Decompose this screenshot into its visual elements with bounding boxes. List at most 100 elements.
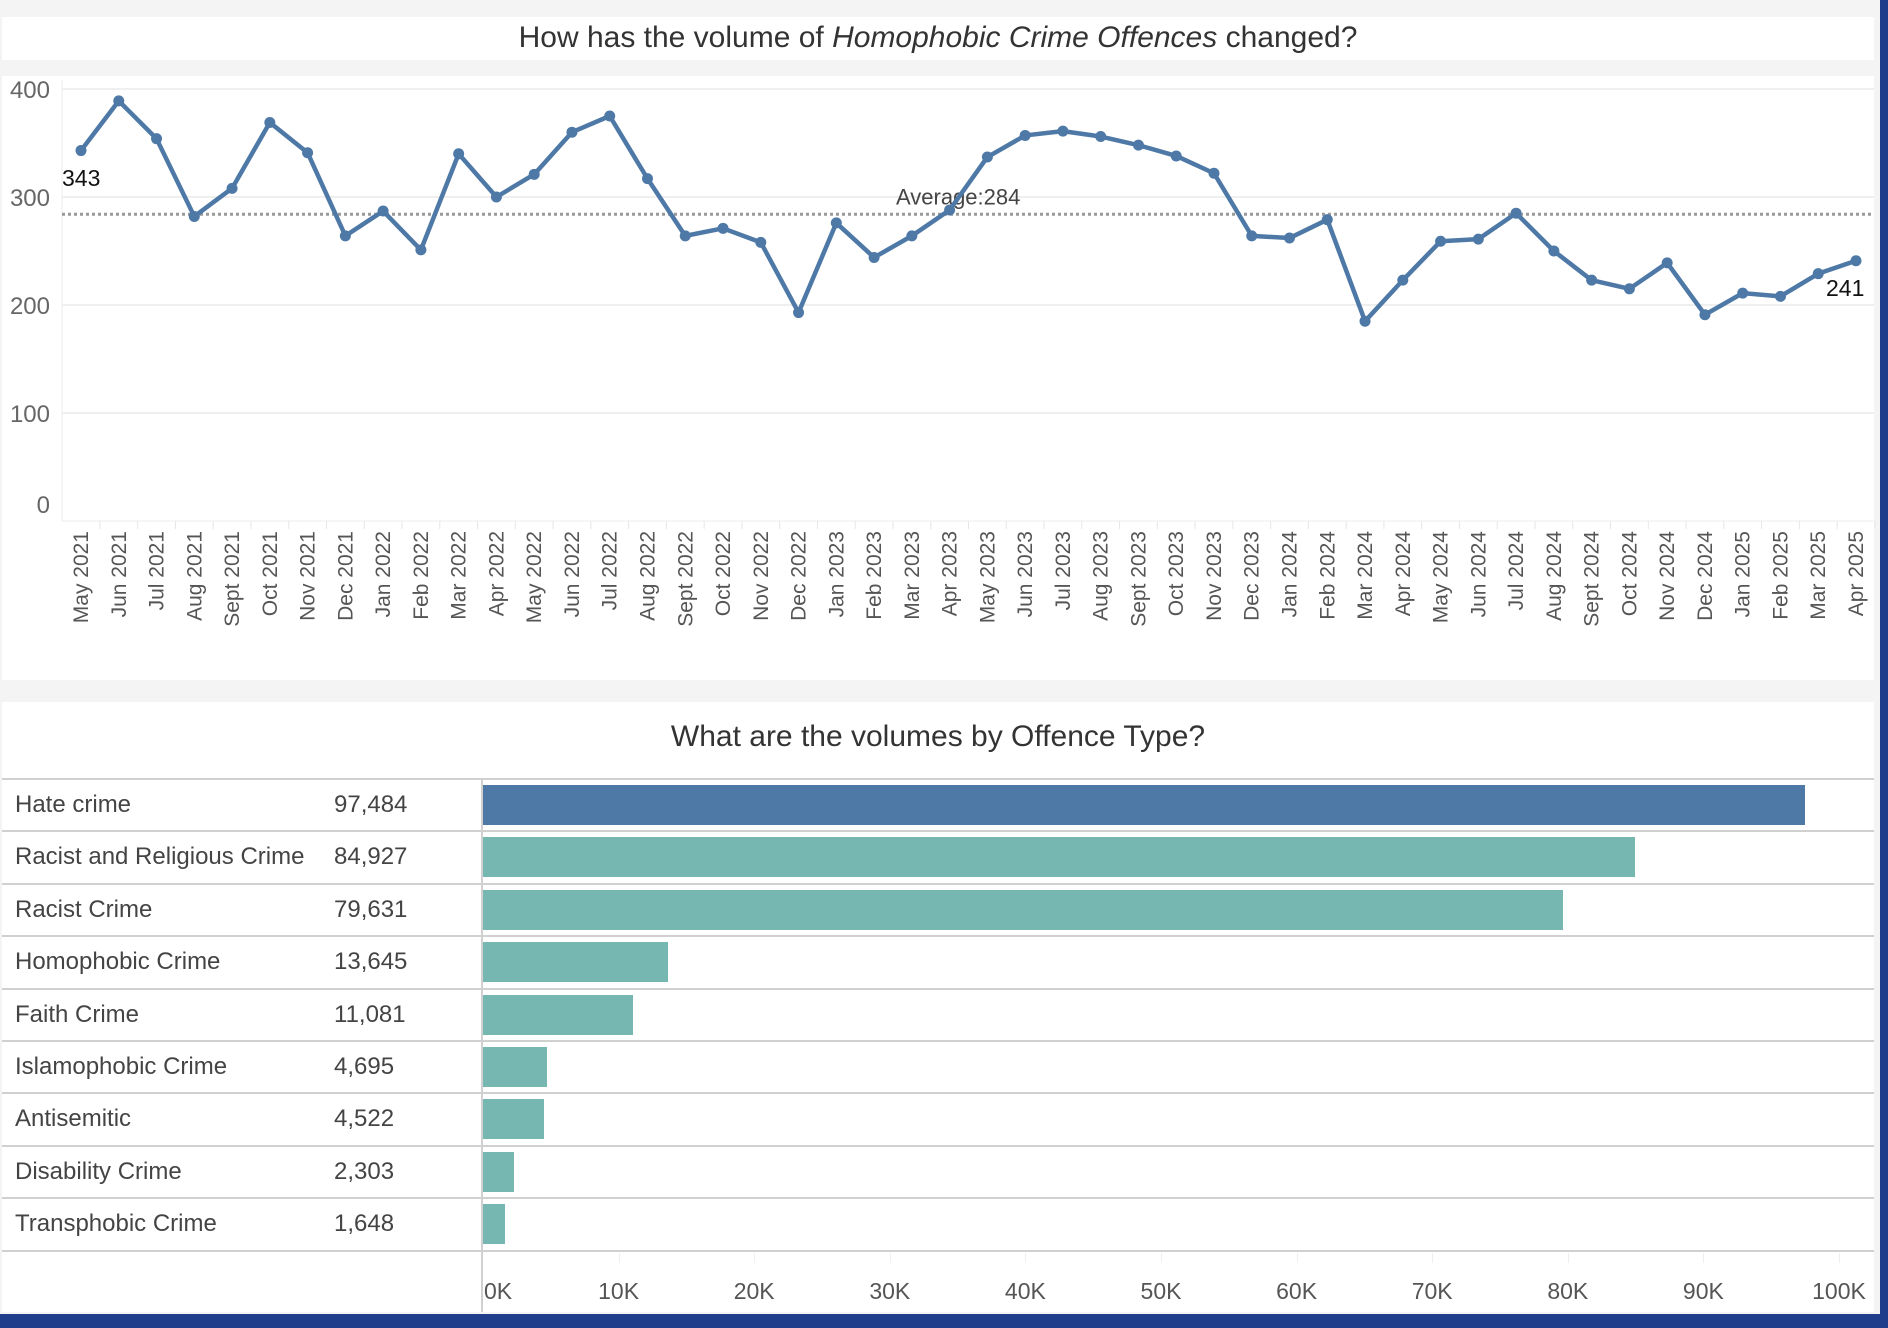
x-tick-label: 80K: [1547, 1278, 1589, 1304]
x-tick-label: Jun 2021: [108, 531, 131, 617]
x-tick-label: Jan 2025: [1732, 531, 1755, 617]
data-point: [1472, 233, 1484, 245]
data-point: [453, 148, 465, 160]
x-tick-label: Apr 2022: [485, 531, 508, 616]
x-tick-label: Oct 2023: [1165, 531, 1188, 616]
x-tick-mark: [1839, 1252, 1840, 1263]
x-tick-label: Nov 2023: [1203, 531, 1226, 621]
y-tick-label: 300: [10, 185, 50, 212]
line-chart-title-panel: How has the volume of Homophobic Crime O…: [2, 17, 1874, 60]
data-point: [75, 145, 87, 157]
data-point: [1208, 167, 1220, 179]
data-point: [981, 151, 993, 163]
data-point: [717, 222, 729, 234]
row-value: 2,303: [334, 1157, 395, 1185]
x-tick-label: Mar 2025: [1807, 531, 1830, 620]
row-separator: [2, 1249, 1874, 1252]
title-emphasis: Homophobic Crime Offences: [832, 21, 1218, 54]
x-tick-label: 90K: [1682, 1278, 1724, 1304]
data-point: [1586, 274, 1598, 286]
row-separator: [2, 1144, 1874, 1147]
row-value: 1,648: [334, 1210, 395, 1238]
row-separator: [2, 882, 1874, 885]
x-tick-label: Jun 2023: [1014, 531, 1037, 617]
data-point: [1510, 207, 1522, 219]
x-tick-label: Jul 2022: [599, 531, 622, 610]
x-tick-label: Sept 2024: [1581, 531, 1604, 627]
x-tick-label: Aug 2021: [183, 531, 206, 621]
x-tick-label: Jul 2021: [146, 531, 169, 610]
row-label: Antisemitic: [15, 1105, 132, 1133]
bar-chart-title: What are the volumes by Offence Type?: [670, 720, 1206, 753]
row-separator: [2, 935, 1874, 938]
data-point: [1435, 235, 1447, 247]
bar: [483, 1204, 506, 1245]
x-tick-label: 0K: [484, 1278, 513, 1304]
data-point: [641, 173, 653, 185]
data-point: [113, 95, 125, 107]
data-point: [944, 204, 956, 216]
x-tick-label: May 2023: [976, 531, 999, 623]
x-tick-label: Jun 2024: [1467, 531, 1490, 618]
row-separator: [2, 778, 1874, 780]
data-point: [1057, 125, 1069, 137]
data-point: [188, 210, 200, 222]
row-label: Disability Crime: [15, 1157, 182, 1185]
bar: [483, 785, 1805, 825]
x-tick-mark: [1296, 1252, 1298, 1263]
data-point: [1095, 131, 1107, 143]
x-tick-label: Mar 2024: [1354, 531, 1377, 620]
data-point: [830, 217, 842, 229]
bar: [483, 889, 1563, 930]
x-tick-label: Sept 2023: [1127, 531, 1150, 627]
line-chart-title: How has the volume of Homophobic Crime O…: [2, 21, 1874, 55]
x-tick-label: Mar 2023: [901, 531, 924, 620]
x-tick-label: Nov 2021: [297, 531, 320, 621]
row-label: Racist Crime: [15, 895, 153, 923]
x-tick-mark: [1161, 1252, 1162, 1263]
data-point: [1019, 129, 1031, 141]
last-value-label: 241: [1826, 275, 1864, 301]
x-tick-label: Aug 2022: [636, 531, 659, 621]
bar: [483, 994, 634, 1035]
data-point: [906, 230, 918, 242]
row-label: Islamophobic Crime: [15, 1053, 228, 1080]
row-value: 84,927: [334, 843, 408, 871]
bar: [483, 942, 669, 983]
x-tick-mark: [1703, 1252, 1705, 1263]
data-point: [339, 230, 351, 242]
frame-border-bottom: [0, 1314, 1888, 1328]
row-value: 97,484: [334, 791, 408, 818]
x-tick-label: 60K: [1276, 1278, 1318, 1304]
x-tick-label: Oct 2021: [259, 531, 282, 616]
x-tick-mark: [1567, 1252, 1569, 1263]
data-point: [528, 168, 540, 180]
data-point: [679, 230, 691, 242]
x-tick-label: Jan 2023: [825, 531, 848, 617]
bar: [483, 1151, 515, 1192]
x-tick-label: 10K: [598, 1278, 640, 1304]
x-tick-label: Nov 2022: [750, 531, 773, 621]
frame-border: [1880, 0, 1888, 1328]
x-tick-label: 50K: [1140, 1278, 1182, 1304]
x-tick-label: 40K: [1004, 1278, 1046, 1304]
row-label: Transphobic Crime: [15, 1210, 217, 1238]
y-tick-label: 0: [37, 492, 50, 519]
x-tick-mark: [618, 1252, 620, 1263]
x-tick-label: Feb 2023: [863, 531, 886, 620]
x-tick-label: May 2022: [523, 531, 546, 623]
x-tick-label: Mar 2022: [448, 531, 471, 620]
data-point: [1812, 268, 1824, 280]
x-tick-label: Feb 2024: [1316, 531, 1339, 620]
data-point: [604, 110, 616, 122]
data-point: [415, 244, 427, 256]
data-point: [1284, 232, 1296, 244]
first-value-label: 343: [62, 165, 100, 191]
x-tick-label: Jan 2022: [372, 531, 395, 617]
row-label: Homophobic Crime: [15, 948, 221, 976]
row-separator: [2, 1040, 1874, 1042]
data-point: [1397, 274, 1409, 286]
y-tick-label: 200: [10, 293, 50, 320]
x-tick-label: Apr 2025: [1845, 531, 1868, 616]
x-tick-label: Aug 2023: [1090, 531, 1113, 621]
